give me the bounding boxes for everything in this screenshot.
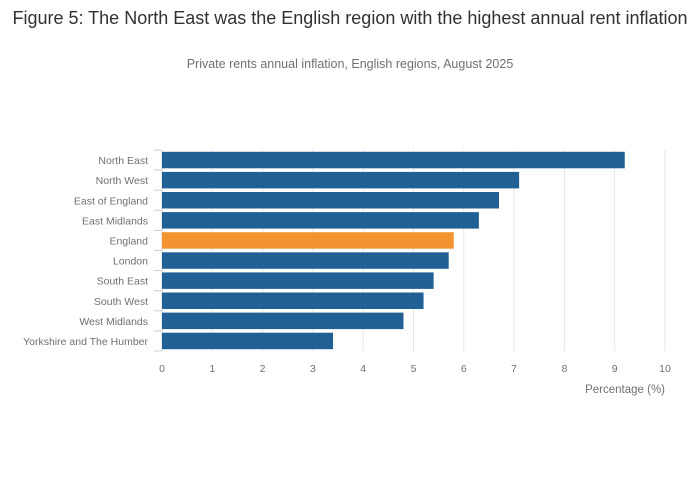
x-tick-label: 9 [612,363,618,375]
chart-subtitle: Private rents annual inflation, English … [186,57,514,71]
x-tick-label: 10 [659,363,671,375]
x-axis-title: Percentage (%) [585,384,665,396]
bar-england[interactable] [162,232,454,249]
bar-london[interactable] [162,252,449,269]
bars [162,151,625,350]
category-label: England [109,235,148,247]
category-label: Yorkshire and The Humber [23,336,148,348]
category-label: West Midlands [79,316,148,328]
category-label: East of England [74,195,148,207]
x-tick-label: 1 [209,363,215,375]
bar-south-west[interactable] [162,292,424,309]
bar-yorkshire-and-the-humber[interactable] [162,332,334,350]
category-label: South East [97,276,148,288]
bar-north-east[interactable] [162,151,625,169]
bar-west-midlands[interactable] [162,312,404,330]
x-tick-label: 5 [411,363,417,375]
x-tick-label: 6 [461,363,467,375]
chart-title: Figure 5: The North East was the English… [12,8,688,28]
category-label: North East [98,155,148,167]
bar-east-of-england[interactable] [162,192,500,209]
bar-north-west[interactable] [162,171,520,189]
bar-south-east[interactable] [162,272,434,289]
x-tick-label: 7 [511,363,517,375]
category-label: London [113,256,148,268]
x-tick-label: 2 [260,363,266,375]
category-label: South West [94,296,148,308]
x-tick-labels: 0 1 2 3 4 5 6 7 8 9 10 [159,363,671,375]
category-labels: North East North West East of England East … [23,155,148,348]
bar-east-midlands[interactable] [162,212,479,229]
x-tick-label: 8 [561,363,567,375]
category-label: North West [96,175,148,187]
x-tick-label: 4 [360,363,366,375]
category-label: East Midlands [82,215,148,227]
x-tick-label: 0 [159,363,165,375]
x-tick-label: 3 [310,363,316,375]
